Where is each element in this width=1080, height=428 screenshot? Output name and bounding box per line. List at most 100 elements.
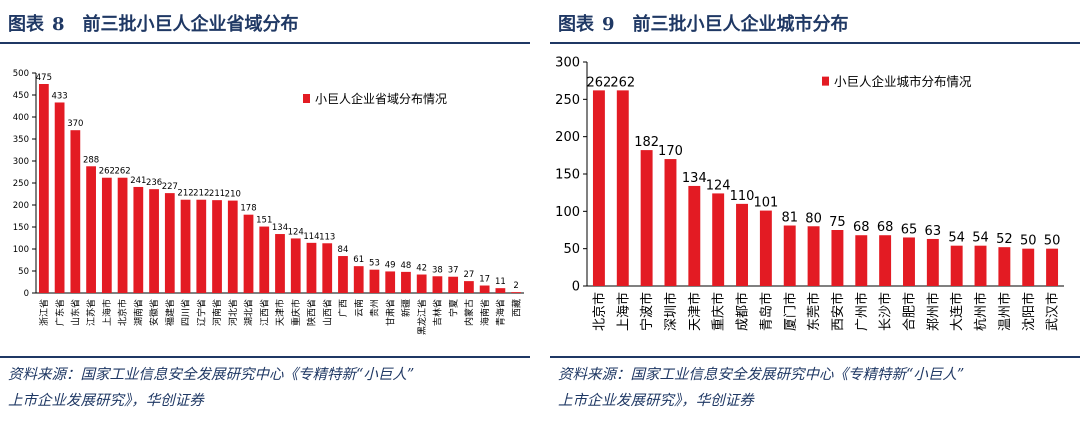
bar-value-label: 27 xyxy=(463,270,474,280)
category-label: 河北省 xyxy=(227,299,239,326)
bar xyxy=(353,266,364,293)
bar xyxy=(133,186,144,293)
bar xyxy=(1046,248,1059,286)
y-tick-label: 100 xyxy=(13,245,29,255)
bar xyxy=(180,199,191,293)
bar-value-label: 288 xyxy=(83,155,99,165)
bar xyxy=(290,238,301,293)
bar-value-label: 65 xyxy=(901,222,918,237)
bar-value-label: 2 xyxy=(513,281,518,291)
category-label: 东莞市 xyxy=(806,292,822,331)
category-label: 宁夏 xyxy=(447,299,459,317)
bar-value-label: 262 xyxy=(114,167,130,177)
bar xyxy=(688,185,701,286)
bar-value-label: 151 xyxy=(256,216,272,226)
right-figure-title-text: 前三批小巨人企业城市分布 xyxy=(632,14,849,35)
left-source-divider xyxy=(0,356,530,358)
right-figure-label: 图表 xyxy=(558,14,594,35)
right-figure-number: 9 xyxy=(602,14,615,35)
legend-label: 小巨人企业省域分布情况 xyxy=(315,91,447,106)
bar-value-label: 37 xyxy=(448,266,459,276)
bar xyxy=(54,102,65,293)
category-label: 西安市 xyxy=(830,292,846,331)
bar-value-label: 134 xyxy=(272,223,288,233)
left-figure-panel: 图表 8 前三批小巨人企业省域分布 0 50 100 150 200 250 300 350 400… xyxy=(0,0,530,428)
bar-value-label: 370 xyxy=(67,119,83,129)
right-figure-title: 图表 9 前三批小巨人企业城市分布 xyxy=(558,10,849,36)
bar-value-label: 241 xyxy=(130,176,146,186)
bar-value-label: 433 xyxy=(51,91,67,101)
category-label: 内蒙古 xyxy=(463,299,475,326)
category-label: 成都市 xyxy=(735,292,751,331)
bar xyxy=(416,274,427,293)
bar xyxy=(243,214,254,293)
bar xyxy=(164,193,175,293)
bar-value-label: 38 xyxy=(432,265,443,275)
category-label: 深圳市 xyxy=(663,292,679,331)
category-label: 厦门市 xyxy=(782,292,798,331)
bar-value-label: 262 xyxy=(99,167,115,177)
category-label: 郑州市 xyxy=(925,292,941,331)
category-label: 江西省 xyxy=(258,299,270,326)
bar-value-label: 54 xyxy=(972,231,989,246)
category-label: 广州市 xyxy=(854,292,870,331)
category-label: 山西省 xyxy=(321,299,333,326)
bar-value-label: 113 xyxy=(319,232,335,242)
y-tick-label: 50 xyxy=(18,267,29,277)
left-source-line-1: 资料来源：国家工业信息安全发展研究中心《专精特新“小巨人” xyxy=(8,367,415,383)
bar xyxy=(149,189,159,293)
y-tick-label: 0 xyxy=(24,289,29,299)
left-figure-number: 8 xyxy=(52,14,65,35)
category-label: 广西 xyxy=(337,299,349,317)
category-label: 大连市 xyxy=(949,292,965,331)
right-source-note: 资料来源：国家工业信息安全发展研究中心《专精特新“小巨人” 上市企业发展研究》，… xyxy=(558,362,1073,414)
bar xyxy=(259,226,270,293)
category-label: 安徽省 xyxy=(148,299,160,326)
category-label: 青海省 xyxy=(495,299,507,326)
bar-value-label: 52 xyxy=(996,232,1013,247)
category-label: 合肥市 xyxy=(902,292,918,331)
left-source-note: 资料来源：国家工业信息安全发展研究中心《专精特新“小巨人” 上市企业发展研究》，… xyxy=(8,362,523,414)
y-tick-label: 200 xyxy=(13,201,29,211)
bar-value-label: 61 xyxy=(353,255,364,265)
category-label: 宁波市 xyxy=(639,292,655,331)
category-label: 武汉市 xyxy=(1045,292,1061,331)
category-label: 天津市 xyxy=(274,299,286,326)
category-label: 福建省 xyxy=(164,299,176,326)
category-label: 海南省 xyxy=(479,299,491,326)
bar-value-label: 84 xyxy=(338,245,349,255)
bar-value-label: 182 xyxy=(634,135,659,150)
bar-value-label: 53 xyxy=(369,259,380,269)
bar xyxy=(511,292,522,293)
left-source-line-2: 上市企业发展研究》，华创证券 xyxy=(8,393,204,409)
category-label: 长沙市 xyxy=(878,292,894,331)
bar xyxy=(879,235,892,286)
left-figure-label: 图表 xyxy=(8,14,44,35)
left-figure-title-text: 前三批小巨人企业省域分布 xyxy=(82,14,299,35)
bar-value-label: 212 xyxy=(177,189,193,199)
category-label: 沈阳市 xyxy=(1021,292,1037,331)
category-label: 浙江省 xyxy=(38,299,50,326)
y-tick-label: 350 xyxy=(13,135,29,145)
category-label: 新疆 xyxy=(400,299,412,317)
legend-label: 小巨人企业城市分布情况 xyxy=(834,74,972,89)
bar xyxy=(322,243,333,293)
bar xyxy=(712,193,725,286)
bar-value-label: 114 xyxy=(303,232,319,242)
bar xyxy=(196,199,207,293)
category-label: 云南 xyxy=(353,299,365,317)
bar xyxy=(212,200,222,293)
y-tick-label: 300 xyxy=(13,157,29,167)
category-label: 广东省 xyxy=(54,299,66,326)
bar xyxy=(783,225,796,286)
bar xyxy=(401,271,411,293)
category-label: 温州市 xyxy=(997,292,1013,331)
bar xyxy=(86,166,96,293)
category-label: 江苏省 xyxy=(85,299,97,326)
y-tick-label: 150 xyxy=(13,223,29,233)
category-label: 吉林省 xyxy=(432,299,444,326)
y-tick-label: 500 xyxy=(13,69,29,79)
bar xyxy=(616,90,629,286)
bar xyxy=(495,288,506,293)
y-tick-label: 200 xyxy=(555,130,580,145)
